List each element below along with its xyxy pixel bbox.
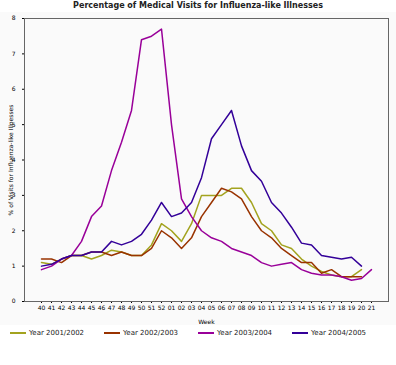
- svg-text:6: 6: [12, 85, 16, 92]
- svg-text:% of Visits for Influenza-like: % of Visits for Influenza-like Illnesses: [7, 105, 14, 216]
- svg-text:51: 51: [148, 304, 156, 311]
- svg-text:14: 14: [298, 304, 306, 311]
- svg-text:01: 01: [168, 304, 176, 311]
- svg-text:41: 41: [48, 304, 56, 311]
- svg-text:03: 03: [188, 304, 196, 311]
- svg-text:49: 49: [128, 304, 136, 311]
- svg-text:43: 43: [68, 304, 76, 311]
- svg-text:50: 50: [138, 304, 146, 311]
- svg-text:12: 12: [278, 304, 286, 311]
- svg-text:45: 45: [88, 304, 96, 311]
- svg-text:20: 20: [358, 304, 366, 311]
- svg-text:07: 07: [228, 304, 236, 311]
- svg-text:0: 0: [12, 297, 16, 304]
- svg-text:46: 46: [98, 304, 106, 311]
- svg-text:13: 13: [288, 304, 296, 311]
- svg-text:52: 52: [158, 304, 166, 311]
- svg-text:44: 44: [78, 304, 86, 311]
- svg-text:10: 10: [258, 304, 266, 311]
- html-text:Year 2001/2002: Year 2001/2002: [29, 329, 84, 337]
- svg-text:18: 18: [338, 304, 346, 311]
- svg-text:16: 16: [318, 304, 326, 311]
- svg-text:48: 48: [118, 304, 126, 311]
- svg-text:Week: Week: [198, 318, 215, 325]
- svg-text:17: 17: [328, 304, 336, 311]
- svg-text:04: 04: [198, 304, 206, 311]
- svg-text:11: 11: [268, 304, 276, 311]
- svg-text:21: 21: [368, 304, 376, 311]
- svg-text:05: 05: [208, 304, 216, 311]
- svg-text:40: 40: [38, 304, 46, 311]
- svg-text:19: 19: [348, 304, 356, 311]
- html-text:Year 2002/2003: Year 2002/2003: [123, 329, 178, 337]
- svg-text:15: 15: [308, 304, 316, 311]
- html-text:Year 2003/2004: Year 2003/2004: [217, 329, 272, 337]
- svg-text:47: 47: [108, 304, 116, 311]
- svg-text:09: 09: [248, 304, 256, 311]
- html-text:Percentage of Medical Visits f: Percentage of Medical Visits for Influen…: [73, 1, 323, 10]
- svg-text:7: 7: [12, 50, 16, 57]
- svg-text:2: 2: [12, 227, 16, 234]
- svg-text:8: 8: [12, 14, 16, 21]
- svg-text:08: 08: [238, 304, 246, 311]
- svg-text:42: 42: [58, 304, 66, 311]
- html-text:Year 2004/2005: Year 2004/2005: [311, 329, 366, 337]
- svg-text:1: 1: [12, 262, 16, 269]
- svg-text:06: 06: [218, 304, 226, 311]
- svg-text:02: 02: [178, 304, 186, 311]
